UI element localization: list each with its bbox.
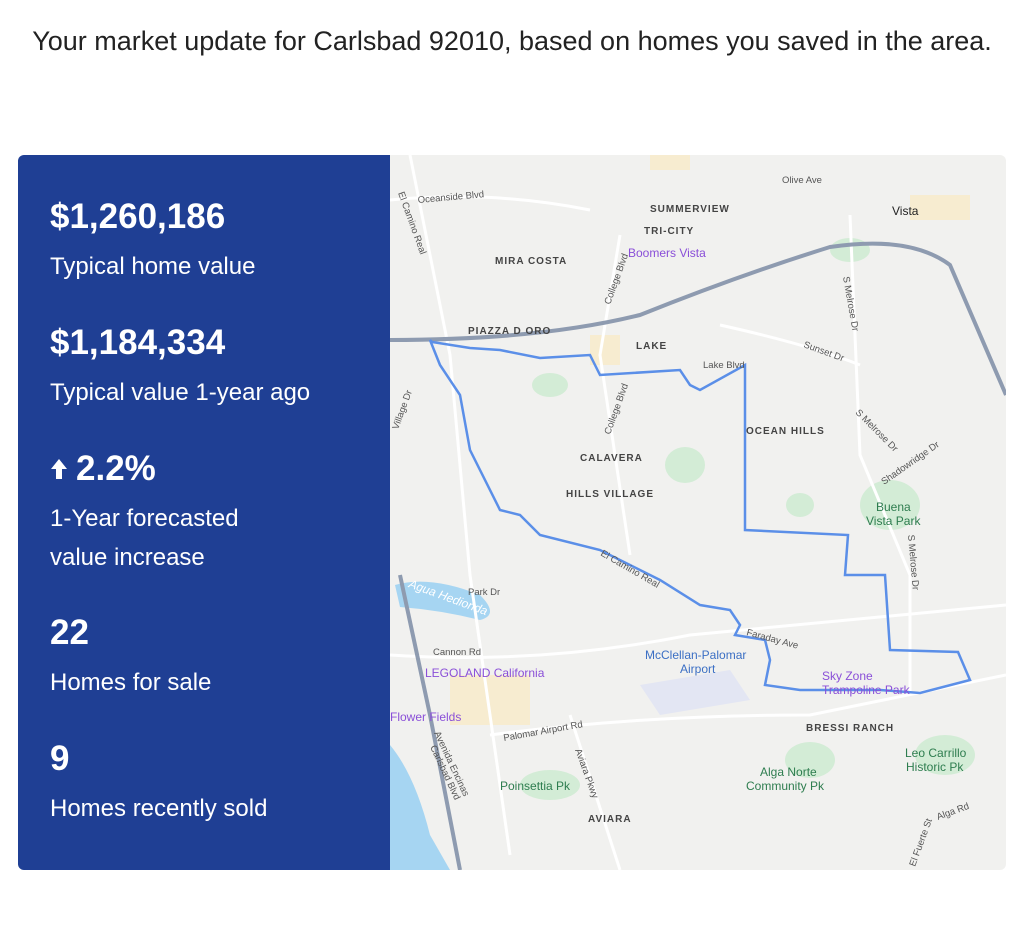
stat: 9 Homes recently sold <box>50 739 370 828</box>
title: Your market update for Carlsbad 92010, b… <box>32 26 992 56</box>
stat-value: $1,184,334 <box>50 323 226 362</box>
map-label: Leo Carrillo <box>905 746 967 760</box>
parks <box>520 238 975 800</box>
zip-boundary <box>428 339 972 695</box>
lagoon <box>395 581 490 620</box>
map-label: PIAZZA D ORO <box>468 326 551 337</box>
interstate-5 <box>398 574 462 870</box>
stat: 2.2% 1-Year forecasted value increase <box>50 449 290 577</box>
map-label: Park Dr <box>468 587 500 598</box>
map-label: CALAVERA <box>580 453 643 464</box>
ocean <box>390 745 450 870</box>
airport <box>640 670 750 715</box>
map-label: LAKE <box>636 341 667 352</box>
stat-value: 2.2% <box>76 449 156 488</box>
map-label: LEGOLAND California <box>425 666 545 680</box>
map[interactable]: Oceanside Blvd El Camino Real SUMMERVIEW… <box>390 155 1006 870</box>
map-label: Flower Fields <box>390 710 461 724</box>
stat-value: $1,260,186 <box>50 197 226 236</box>
map-label: BRESSI RANCH <box>806 723 894 734</box>
map-label: SUMMERVIEW <box>650 204 730 215</box>
highway-78 <box>390 241 1006 396</box>
stat-value: 22 <box>50 613 89 652</box>
map-label: OCEAN HILLS <box>746 426 825 437</box>
stats-panel: $1,260,186 Typical home value $1,184,334… <box>18 155 390 870</box>
stat-label: Homes for sale <box>50 669 212 696</box>
map-label: Vista Park <box>866 514 921 528</box>
map-label: HILLS VILLAGE <box>566 489 654 500</box>
up-arrow-icon <box>51 459 67 479</box>
map-label: S Melrose Dr <box>905 534 921 590</box>
stat-value: 9 <box>50 739 70 778</box>
map-label: Sky Zone <box>822 669 873 683</box>
map-label: Historic Pk <box>906 760 964 774</box>
map-label: Vista <box>892 204 919 218</box>
stat: 22 Homes for sale <box>50 613 370 702</box>
stat: $1,184,334 Typical value 1-year ago <box>50 323 370 412</box>
map-label: Poinsettia Pk <box>500 779 571 793</box>
map-label: Community Pk <box>746 779 825 793</box>
map-label: Alga Norte <box>760 765 817 779</box>
map-label: McClellan-Palomar <box>645 648 746 662</box>
map-label: Lake Blvd <box>703 360 745 371</box>
map-label: AVIARA <box>588 814 632 825</box>
map-label: Olive Ave <box>782 175 822 186</box>
stat: $1,260,186 Typical home value <box>50 197 370 286</box>
stat-label: 1-Year forecasted value increase <box>50 505 239 571</box>
market-card: $1,260,186 Typical home value $1,184,334… <box>18 155 1006 870</box>
map-label: MIRA COSTA <box>495 256 567 267</box>
map-label: Boomers Vista <box>628 246 706 260</box>
map-label: Airport <box>680 662 716 676</box>
stat-label: Typical value 1-year ago <box>50 379 311 406</box>
map-label: Buena <box>876 500 911 514</box>
map-label: Cannon Rd <box>433 647 481 658</box>
stat-value-row: 2.2% <box>50 449 290 489</box>
roads <box>390 155 1006 870</box>
map-label: Trampoline Park <box>822 683 911 697</box>
stat-label: Typical home value <box>50 253 256 280</box>
map-label: TRI-CITY <box>644 226 694 237</box>
stat-label: Homes recently sold <box>50 795 268 822</box>
